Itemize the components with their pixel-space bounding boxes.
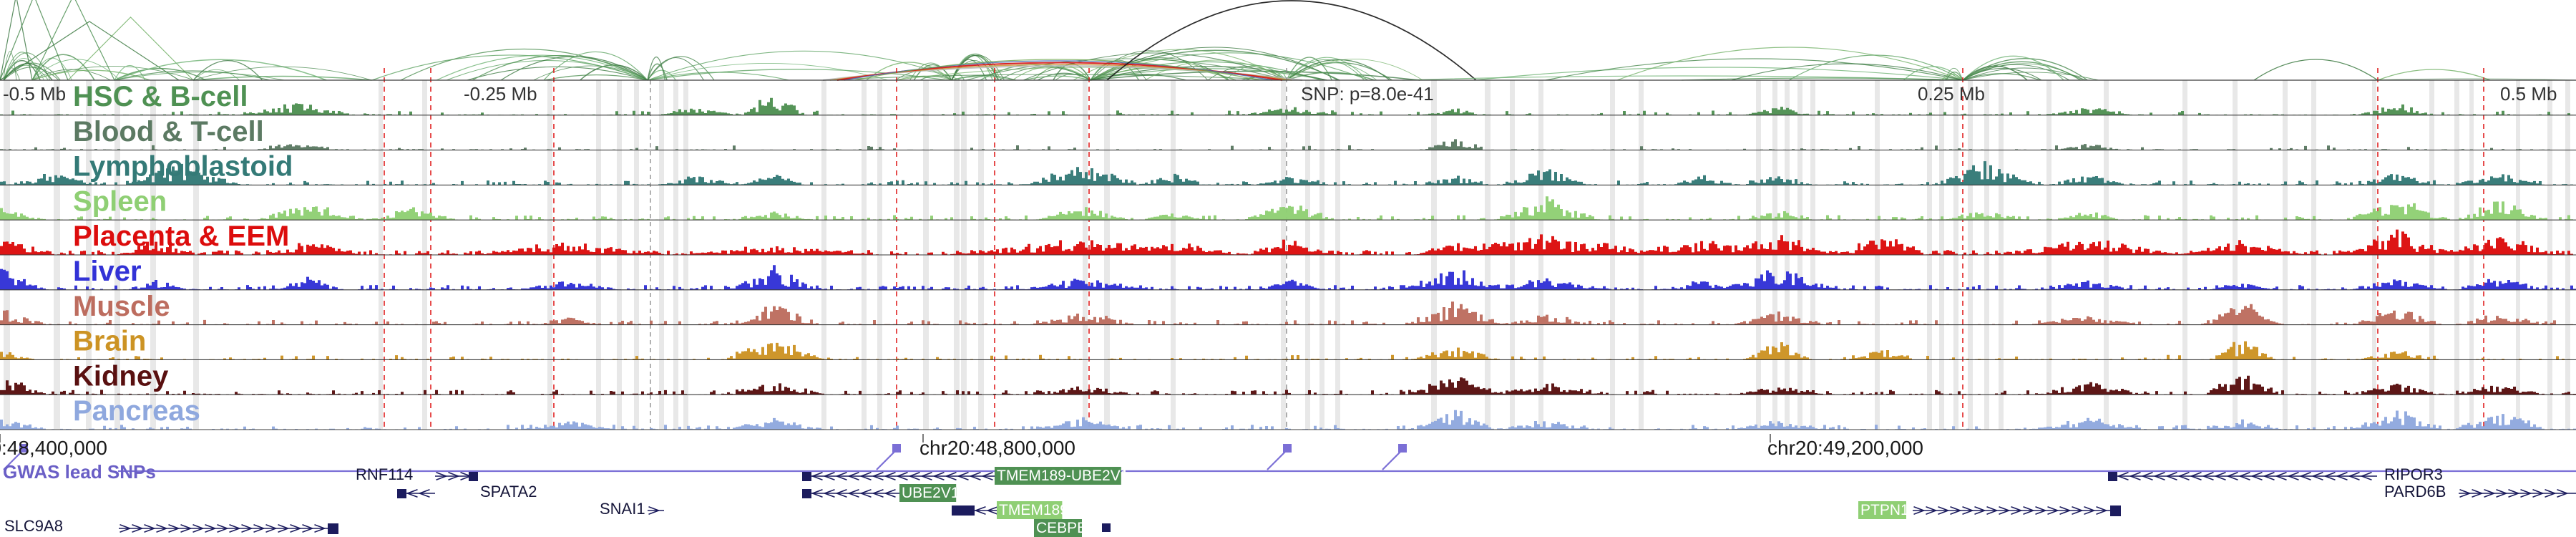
svg-text:Muscle: Muscle [73,291,170,322]
svg-text:GWAS lead SNPs: GWAS lead SNPs [3,461,156,483]
svg-text:SPATA2: SPATA2 [480,483,537,500]
svg-text:Pancreas: Pancreas [73,395,200,427]
svg-text:Spleen: Spleen [73,185,167,217]
svg-text:PTPN1: PTPN1 [1860,502,1909,518]
svg-text:-0.5 Mb: -0.5 Mb [3,83,66,105]
svg-text:SLC9A8: SLC9A8 [4,517,63,535]
svg-text:Lymphoblastoid: Lymphoblastoid [73,151,293,183]
svg-text:Placenta & EEM: Placenta & EEM [73,221,289,252]
svg-text:HSC & B-cell: HSC & B-cell [73,81,248,112]
svg-text:CEBPB: CEBPB [1036,520,1087,536]
svg-text:Liver: Liver [73,256,142,287]
svg-text:PARD6B: PARD6B [2384,483,2446,500]
svg-text:SNP: p=8.0e-41: SNP: p=8.0e-41 [1301,83,1434,105]
svg-text:Brain: Brain [73,326,146,357]
svg-text:RNF114: RNF114 [356,465,413,483]
svg-text:Blood & T-cell: Blood & T-cell [73,116,264,147]
svg-text:chr20:48,400,000: chr20:48,400,000 [0,437,107,459]
svg-text:0.5 Mb: 0.5 Mb [2500,83,2557,105]
svg-text:Kidney: Kidney [73,360,169,392]
svg-text:SNAI1: SNAI1 [600,500,645,518]
svg-text:-0.25 Mb: -0.25 Mb [464,83,537,105]
svg-text:TMEM189: TMEM189 [999,502,1068,518]
svg-text:UBE2V1: UBE2V1 [902,485,960,501]
svg-text:chr20:49,200,000: chr20:49,200,000 [1767,437,1923,459]
svg-text:RIPOR3: RIPOR3 [2384,465,2443,483]
svg-text:0.25 Mb: 0.25 Mb [1918,83,1985,105]
svg-text:TMEM189-UBE2V1: TMEM189-UBE2V1 [997,468,1128,484]
svg-text:chr20:48,800,000: chr20:48,800,000 [919,437,1075,459]
